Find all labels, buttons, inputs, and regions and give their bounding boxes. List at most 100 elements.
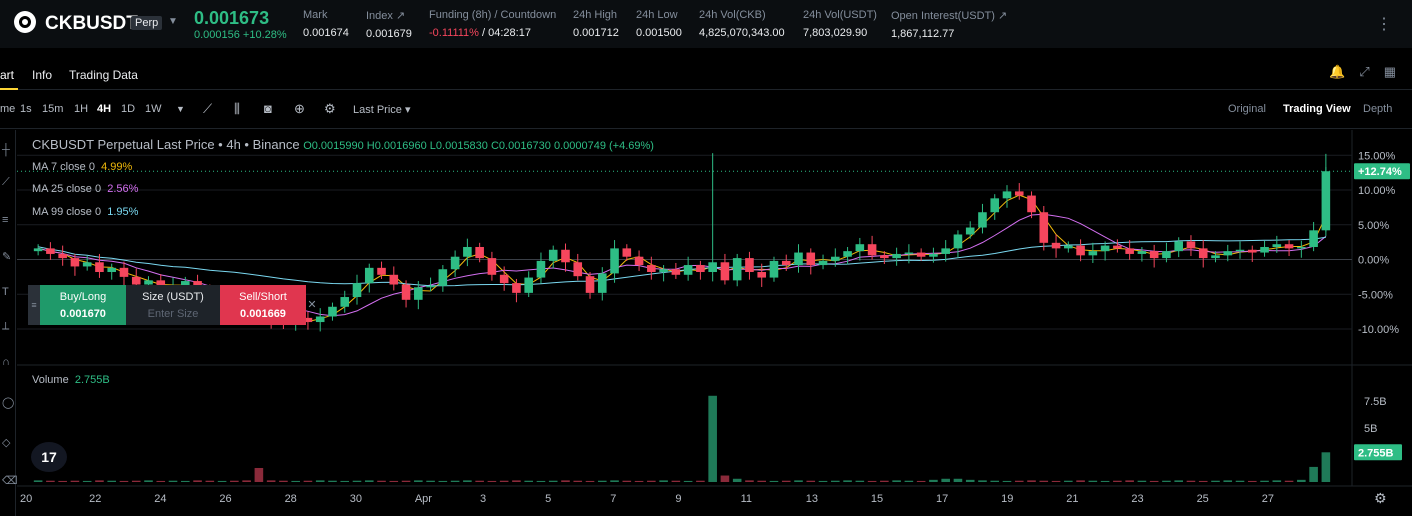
volume-bar bbox=[708, 395, 717, 482]
tab-trading-data[interactable]: Trading Data bbox=[69, 68, 138, 82]
symbol-dropdown-icon[interactable]: ▼ bbox=[168, 16, 178, 27]
trash-icon[interactable]: ⌫ bbox=[2, 475, 18, 487]
volume-bar bbox=[303, 480, 313, 482]
volume-bar bbox=[1064, 480, 1073, 482]
candle-body bbox=[426, 285, 435, 288]
candle-body bbox=[463, 246, 472, 257]
volume-bar bbox=[46, 480, 55, 482]
ma7-legend[interactable]: MA 7 close 0 4.99% bbox=[32, 161, 133, 173]
candle-body bbox=[1076, 245, 1085, 256]
ma25-legend[interactable]: MA 25 close 0 2.56% bbox=[32, 183, 139, 195]
stat-open-interest[interactable]: Open Interest(USDT) ↗ 1,867,112.77 bbox=[891, 10, 1008, 40]
volume-bar bbox=[279, 480, 288, 482]
time-tick-label: 30 bbox=[350, 493, 362, 505]
candle-body bbox=[450, 256, 460, 270]
interval-1w[interactable]: 1W bbox=[145, 103, 162, 115]
candle-body bbox=[377, 267, 386, 275]
interval-15m[interactable]: 15m bbox=[42, 103, 64, 115]
price-chart[interactable]: 15.00% 10.00% 5.00% 0.00% -5.00% -10.00% +12.7… bbox=[17, 130, 1412, 516]
candle-body bbox=[892, 253, 901, 259]
perp-badge: Perp bbox=[131, 16, 163, 30]
volume-bar bbox=[892, 480, 901, 482]
buy-long-button[interactable]: Buy/Long 0.001670 bbox=[40, 285, 126, 325]
more-icon[interactable]: ⋮ bbox=[1376, 16, 1392, 33]
stat-mark: Mark 0.001674 bbox=[303, 9, 349, 39]
candle-body bbox=[1247, 249, 1257, 253]
interval-1h[interactable]: 1H bbox=[74, 103, 89, 115]
fib-icon[interactable]: ≡ bbox=[2, 214, 9, 226]
tab-chart[interactable]: art bbox=[0, 68, 15, 82]
price-tick-label: 0.00% bbox=[1358, 255, 1389, 267]
candle-body bbox=[585, 276, 595, 293]
volume-bar bbox=[377, 480, 386, 482]
close-icon[interactable]: ✕ bbox=[307, 299, 317, 311]
time-tick-label: 28 bbox=[285, 493, 297, 505]
stat-24h-high: 24h High 0.001712 bbox=[573, 9, 619, 39]
indicator-chart-icon[interactable]: ⟋ bbox=[203, 101, 213, 116]
interval-1s[interactable]: 1s bbox=[20, 103, 32, 115]
interval-time[interactable]: me bbox=[0, 103, 16, 115]
trend-line-icon[interactable]: ⟋ bbox=[2, 176, 10, 188]
chart-settings-icon[interactable]: ⚙ bbox=[1374, 491, 1387, 507]
volume-bar bbox=[1223, 480, 1233, 482]
volume-bar bbox=[168, 480, 178, 482]
lock-icon[interactable]: ◯ bbox=[2, 397, 15, 409]
symbol-name[interactable]: CKBUSDT bbox=[45, 13, 138, 34]
volume-bar bbox=[622, 480, 632, 482]
sell-short-button[interactable]: Sell/Short 0.001669 bbox=[220, 285, 306, 325]
candles-icon[interactable]: ⫼ bbox=[234, 101, 240, 116]
candle-body bbox=[843, 251, 852, 257]
settings-icon[interactable]: ⚙ bbox=[324, 101, 336, 116]
price-tick-label: 5.00% bbox=[1358, 220, 1389, 232]
ruler-icon[interactable]: ⟂ bbox=[2, 320, 10, 332]
volume-bar bbox=[144, 480, 153, 482]
volume-bar bbox=[757, 480, 767, 482]
interval-1d[interactable]: 1D bbox=[121, 103, 136, 115]
candle-body bbox=[499, 274, 509, 284]
view-trading-view[interactable]: Trading View bbox=[1283, 103, 1351, 115]
candle-body bbox=[95, 262, 104, 273]
ticker-bar: CKBUSDT Perp ▼ 0.001673 0.000156 +10.28%… bbox=[0, 0, 1412, 48]
ma99-legend[interactable]: MA 99 close 0 1.95% bbox=[32, 206, 139, 218]
volume-bar bbox=[769, 480, 779, 482]
volume-bar bbox=[1186, 480, 1196, 482]
interval-4h[interactable]: 4H bbox=[97, 103, 112, 115]
time-tick-label: 15 bbox=[871, 493, 883, 505]
price-tick-label: 15.00% bbox=[1358, 150, 1396, 162]
candle-body bbox=[352, 283, 362, 298]
eye-icon[interactable]: ◇ bbox=[2, 437, 11, 449]
plus-circle-icon[interactable]: ⊕ bbox=[294, 101, 305, 116]
volume-bar bbox=[499, 480, 509, 482]
volume-bar bbox=[82, 480, 92, 482]
size-input[interactable]: Size (USDT) Enter Size bbox=[126, 285, 220, 325]
bell-icon[interactable]: 🔔 bbox=[1329, 64, 1346, 79]
volume-bar bbox=[328, 480, 337, 482]
view-original[interactable]: Original bbox=[1228, 103, 1266, 115]
volume-bar bbox=[880, 480, 889, 482]
volume-bar bbox=[1100, 480, 1110, 482]
crosshair-icon[interactable]: ┼ bbox=[2, 144, 10, 156]
candle-body bbox=[1284, 244, 1294, 249]
stat-funding: Funding (8h) / Countdown -0.11111% / 04:… bbox=[429, 9, 557, 39]
interval-dropdown-icon[interactable]: ▼ bbox=[176, 104, 185, 114]
brush-icon[interactable]: ✎ bbox=[2, 251, 12, 263]
magnet-icon[interactable]: ∩ bbox=[2, 356, 10, 368]
drag-handle-icon[interactable]: ≡ bbox=[28, 285, 40, 325]
price-tick-label: 10.00% bbox=[1358, 185, 1396, 197]
expand-icon[interactable]: ⤢ bbox=[1359, 64, 1370, 79]
text-icon[interactable]: T bbox=[2, 286, 9, 298]
stat-index[interactable]: Index ↗ 0.001679 bbox=[366, 10, 412, 40]
volume-bar bbox=[843, 480, 852, 482]
price-type-select[interactable]: Last Price ▾ bbox=[353, 104, 411, 116]
volume-bar bbox=[70, 480, 80, 482]
candle-body bbox=[1198, 248, 1208, 259]
view-depth[interactable]: Depth bbox=[1363, 103, 1393, 115]
tab-info[interactable]: Info bbox=[32, 68, 53, 82]
volume-bar bbox=[364, 480, 374, 482]
last-price: 0.001673 bbox=[194, 8, 270, 28]
tradingview-logo-icon[interactable]: 17 bbox=[31, 442, 67, 472]
candle-body bbox=[340, 297, 350, 307]
camera-icon[interactable]: ◙ bbox=[264, 101, 272, 116]
layout-icon[interactable]: ▦ bbox=[1383, 64, 1396, 79]
volume-bar bbox=[781, 480, 791, 482]
